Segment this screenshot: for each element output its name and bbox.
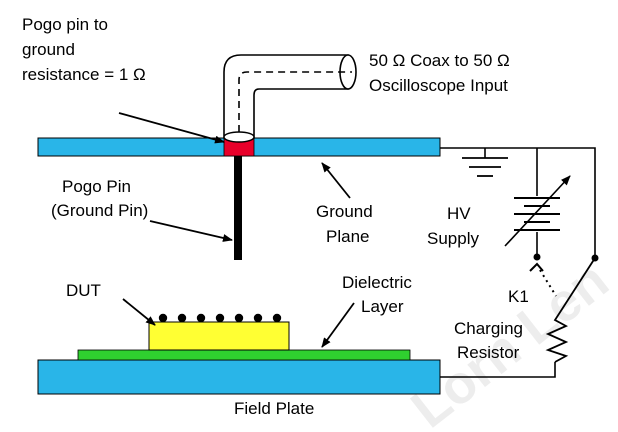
pogo-resistance-label-line1: Pogo pin to <box>22 15 108 34</box>
k1-label: K1 <box>508 287 529 306</box>
coax-cable <box>223 54 349 139</box>
pogo-pin-label-line2: (Ground Pin) <box>51 201 148 220</box>
hv-supply-label-line1: HV <box>447 204 471 223</box>
dielectric-layer <box>77 349 411 361</box>
pogo-resistance-label-line3: resistance = 1 Ω <box>22 65 146 84</box>
hv-supply-label-line2: Supply <box>427 229 479 248</box>
ground-symbol <box>462 157 508 177</box>
dielectric-label-line1: Dielectric <box>342 273 412 292</box>
pogo-resistance-label-line2: ground <box>22 40 75 59</box>
field-plate-label: Field Plate <box>234 399 314 418</box>
ground-plane-label-line1: Ground <box>316 202 373 221</box>
pogo-pin <box>234 156 242 260</box>
coax-label-line2: Oscilloscope Input <box>369 76 508 95</box>
pogo-pin-label-line1: Pogo Pin <box>62 177 131 196</box>
coax-base <box>223 131 255 143</box>
ground-plane-label-line2: Plane <box>326 227 369 246</box>
circuit-wiring <box>440 147 596 378</box>
charging-resistor-label-line2: Resistor <box>457 343 520 362</box>
hv-supply-symbol <box>504 175 571 247</box>
coax-center-conductor <box>238 71 352 132</box>
dut-label: DUT <box>66 281 101 300</box>
watermark: Lorn Len <box>400 250 618 432</box>
field-plate <box>37 359 441 395</box>
pointer-arrows <box>118 112 355 348</box>
dut-bumps <box>158 313 282 323</box>
coax-label-line1: 50 Ω Coax to 50 Ω <box>369 51 510 70</box>
dielectric-label-line2: Layer <box>361 297 404 316</box>
charging-resistor-label-line1: Charging <box>454 319 523 338</box>
charging-resistor <box>545 257 596 363</box>
dut-block <box>148 321 290 351</box>
